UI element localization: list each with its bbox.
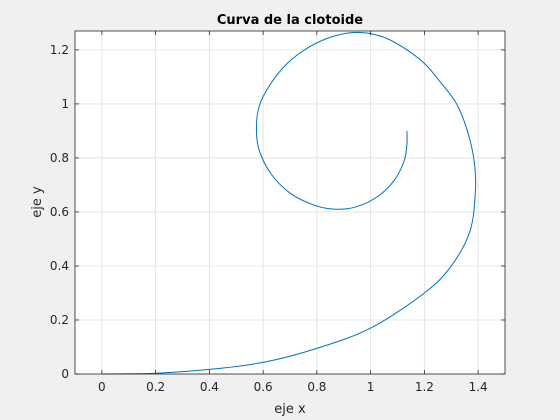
x-tick-label: 0.8 xyxy=(307,380,326,394)
chart-title: Curva de la clotoide xyxy=(217,13,363,28)
y-tick-label: 0.2 xyxy=(50,313,69,327)
y-tick-label: 0 xyxy=(61,367,69,381)
series-layer xyxy=(101,31,477,375)
clothoid-curve xyxy=(101,31,477,375)
plot-area xyxy=(75,31,505,374)
x-tick-label: 0 xyxy=(98,380,106,394)
x-tick-label: 1.4 xyxy=(469,380,488,394)
grid xyxy=(75,31,505,375)
y-tick-label: 0.8 xyxy=(50,151,69,165)
y-tick-label: 1 xyxy=(61,97,69,111)
ticks: 0 0.2 0.4 0.6 0.8 1 1.2 1.4 0 0.2 0.4 0.6 0.8 1 1.2 xyxy=(50,31,505,394)
y-tick-label: 0.4 xyxy=(50,259,69,273)
axes-box xyxy=(74,30,506,375)
y-axis-label: eje y xyxy=(30,186,45,218)
x-tick-label: 0.6 xyxy=(254,380,273,394)
x-tick-label: 0.4 xyxy=(200,380,219,394)
x-axis-label: eje x xyxy=(274,402,306,417)
x-tick-label: 1 xyxy=(367,380,375,394)
y-tick-label: 0.6 xyxy=(50,205,69,219)
y-tick-label: 1.2 xyxy=(50,43,69,57)
x-tick-label: 0.2 xyxy=(146,380,165,394)
x-tick-label: 1.2 xyxy=(415,380,434,394)
